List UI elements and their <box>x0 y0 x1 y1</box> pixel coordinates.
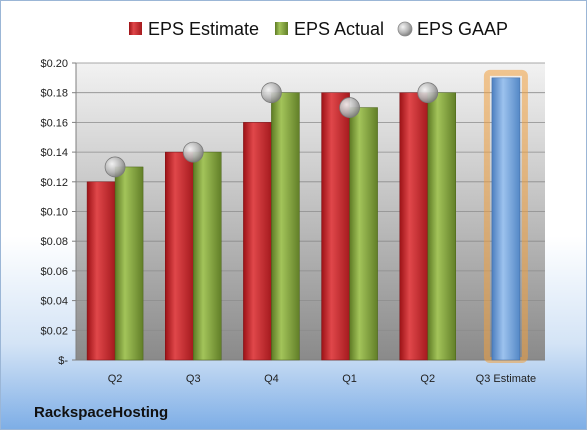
bar-eps-estimate <box>165 151 194 361</box>
x-tick-label: Q3 Estimate <box>476 373 537 385</box>
legend-swatch-eps-actual <box>275 22 288 35</box>
gridlines <box>76 62 545 331</box>
y-tick-label: $0.02 <box>40 325 68 337</box>
bar-eps-actual <box>271 92 300 361</box>
company-name: RackspaceHosting <box>34 404 168 421</box>
y-axis-ticks: $- $0.02 $0.04 $0.06 $0.08 $0.10 $0.12 $0.14 $0.… <box>40 58 76 367</box>
bar-eps-estimate <box>86 181 116 361</box>
marker-eps-gaap <box>182 141 204 163</box>
legend-label-eps-gaap: EPS GAAP <box>417 19 508 39</box>
y-tick-label: $0.04 <box>40 296 68 308</box>
bar-eps-actual <box>193 151 222 361</box>
y-tick-label: $0.14 <box>40 147 68 159</box>
marker-eps-gaap <box>339 97 360 118</box>
marker-eps-gaap <box>417 82 439 104</box>
y-tick-label: $0.10 <box>40 207 68 219</box>
y-tick-label: $0.08 <box>40 236 68 248</box>
bar-eps-actual <box>114 166 144 361</box>
bar-eps-estimate <box>321 92 350 361</box>
gaap-markers <box>104 82 439 178</box>
bar-eps-estimate <box>399 92 428 361</box>
bar-q3-estimate <box>491 77 521 361</box>
y-tick-label: $- <box>58 355 68 367</box>
x-tick-label: Q2 <box>108 373 123 385</box>
legend-marker-eps-gaap <box>397 21 413 37</box>
legend: EPS Estimate EPS Actual EPS GAAP <box>129 19 508 39</box>
x-tick-label: Q4 <box>264 373 279 385</box>
bar-eps-actual <box>349 107 378 361</box>
marker-eps-gaap <box>261 82 282 104</box>
y-tick-label: $0.12 <box>40 177 68 189</box>
legend-label-eps-actual: EPS Actual <box>294 19 384 39</box>
y-tick-label: $0.20 <box>40 58 68 70</box>
bar-eps-actual <box>427 92 456 361</box>
bar-eps-estimate <box>243 122 272 361</box>
y-tick-label: $0.16 <box>40 117 68 129</box>
legend-label-eps-estimate: EPS Estimate <box>148 19 259 39</box>
x-axis-ticks: Q2 Q3 Q4 Q1 Q2 Q3 Estimate <box>108 373 536 385</box>
legend-swatch-eps-estimate <box>129 22 142 35</box>
x-tick-label: Q2 <box>420 373 435 385</box>
bars <box>86 69 528 363</box>
y-tick-label: $0.18 <box>40 88 68 100</box>
x-tick-label: Q1 <box>342 373 357 385</box>
marker-eps-gaap <box>104 156 126 178</box>
x-tick-label: Q3 <box>186 373 201 385</box>
y-tick-label: $0.06 <box>40 266 68 278</box>
